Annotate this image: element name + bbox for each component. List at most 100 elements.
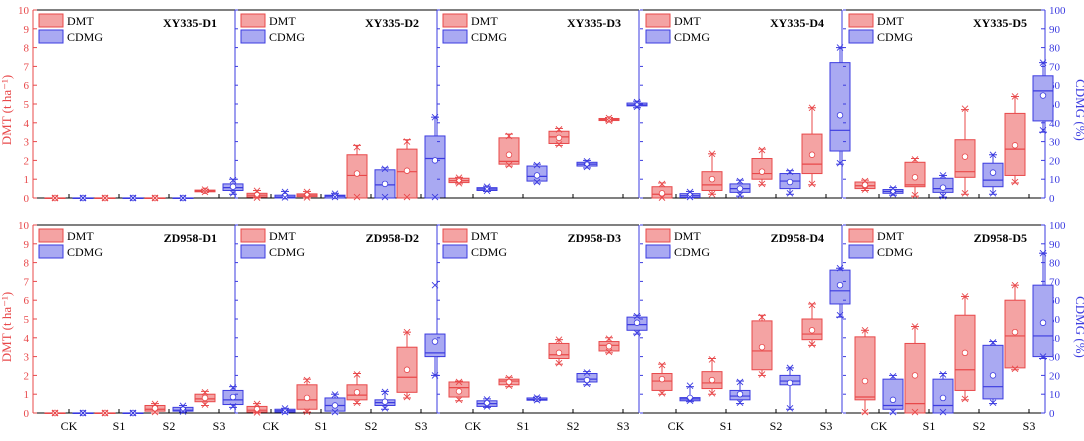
left-tick-label: 9 [24, 239, 30, 251]
mean-marker [403, 167, 411, 174]
legend-swatch-cdmg [645, 29, 671, 44]
legend-swatch-cdmg [645, 244, 671, 259]
box-dmt [194, 389, 216, 408]
max-marker [303, 376, 311, 384]
x-tick-label: CK [871, 419, 888, 433]
box-dmt [296, 376, 318, 416]
mean-marker [736, 391, 744, 398]
iqr-box [982, 344, 1004, 400]
x-tick-label: S3 [415, 419, 428, 433]
mean-marker [1039, 92, 1047, 99]
left-tick-label: 4 [24, 333, 30, 345]
left-tick-label: 7 [24, 276, 30, 288]
mean-marker [431, 338, 439, 345]
mean-marker [708, 175, 716, 183]
max-marker [381, 165, 389, 173]
legend-label-cdmg: CDMG [269, 245, 305, 259]
box-cdmg [982, 151, 1004, 197]
box-dmt [801, 301, 823, 348]
max-marker [555, 336, 563, 343]
min-marker [836, 159, 844, 167]
max-marker [1039, 249, 1047, 257]
min-marker [1011, 178, 1019, 186]
max-marker [331, 190, 339, 197]
mean-marker [708, 376, 716, 384]
left-tick-label: 3 [24, 137, 30, 149]
x-tick-label: S3 [213, 419, 226, 433]
left-tick-label: 5 [24, 99, 30, 111]
mean-marker [808, 327, 816, 334]
max-marker [455, 174, 463, 182]
mean-marker [786, 379, 794, 387]
max-marker [403, 138, 411, 145]
min-marker [229, 189, 237, 197]
left-tick-label: 3 [24, 352, 30, 364]
min-marker [179, 408, 187, 415]
max-marker [758, 146, 766, 154]
mean-marker [455, 388, 463, 395]
min-marker [331, 408, 339, 416]
x-tick-label: CK [263, 419, 280, 433]
mean-marker [1039, 319, 1047, 326]
min-marker [736, 191, 744, 199]
max-marker [505, 132, 513, 140]
legend-swatch-dmt [442, 228, 468, 243]
x-tick-label: S1 [517, 419, 530, 433]
mean-marker [353, 170, 361, 177]
y-left-axis-title: DMT (t ha⁻¹) [0, 75, 14, 145]
legend-swatch-dmt [848, 228, 874, 243]
min-marker [989, 189, 997, 197]
box-cdmg [72, 194, 94, 202]
max-marker [605, 114, 613, 122]
mean-marker [303, 191, 311, 199]
max-marker [229, 384, 237, 391]
box-dmt [751, 313, 773, 378]
max-marker [889, 185, 897, 192]
iqr-box [882, 378, 904, 410]
max-marker [129, 409, 137, 417]
min-marker [861, 408, 869, 416]
max-marker [911, 323, 919, 330]
max-marker [403, 328, 411, 336]
max-marker [179, 402, 187, 410]
mean-marker [151, 405, 159, 412]
min-marker [786, 404, 794, 412]
right-tick-label: 20 [1049, 155, 1061, 167]
legend-swatch-cdmg [240, 244, 266, 259]
mean-marker [605, 343, 613, 350]
max-marker [151, 194, 159, 202]
min-marker [786, 189, 794, 197]
panel-title: XY335-D2 [365, 16, 419, 30]
min-marker [403, 193, 411, 201]
left-tick-label: 8 [24, 43, 30, 55]
legend-label-cdmg: CDMG [674, 30, 710, 44]
max-marker [583, 369, 591, 376]
left-tick-label: 8 [24, 258, 30, 270]
min-marker [151, 408, 159, 416]
max-marker [281, 405, 289, 412]
max-marker [989, 151, 997, 159]
max-marker [989, 339, 997, 346]
min-marker [201, 188, 209, 196]
x-tick-label: S2 [770, 419, 783, 433]
max-marker [353, 371, 361, 378]
box-cdmg [1032, 59, 1054, 134]
mean-marker [331, 402, 339, 409]
right-tick-label: 30 [1049, 352, 1061, 364]
box-cdmg [122, 409, 144, 417]
box-cdmg [274, 405, 296, 416]
mean-marker [758, 344, 766, 351]
mean-marker [229, 393, 237, 401]
min-marker [555, 359, 563, 367]
legend-label-cdmg: CDMG [877, 30, 913, 44]
legend-swatch-dmt [645, 13, 671, 28]
legend-label-cdmg: CDMG [269, 30, 305, 44]
left-tick-label: 2 [24, 370, 30, 382]
max-marker [201, 186, 209, 193]
x-tick-label: S2 [567, 419, 580, 433]
panel-title: XY335-D3 [567, 16, 621, 30]
box-cdmg [274, 188, 296, 201]
legend-label-cdmg: CDMG [67, 245, 103, 259]
max-marker [889, 373, 897, 380]
mean-marker [555, 134, 563, 142]
